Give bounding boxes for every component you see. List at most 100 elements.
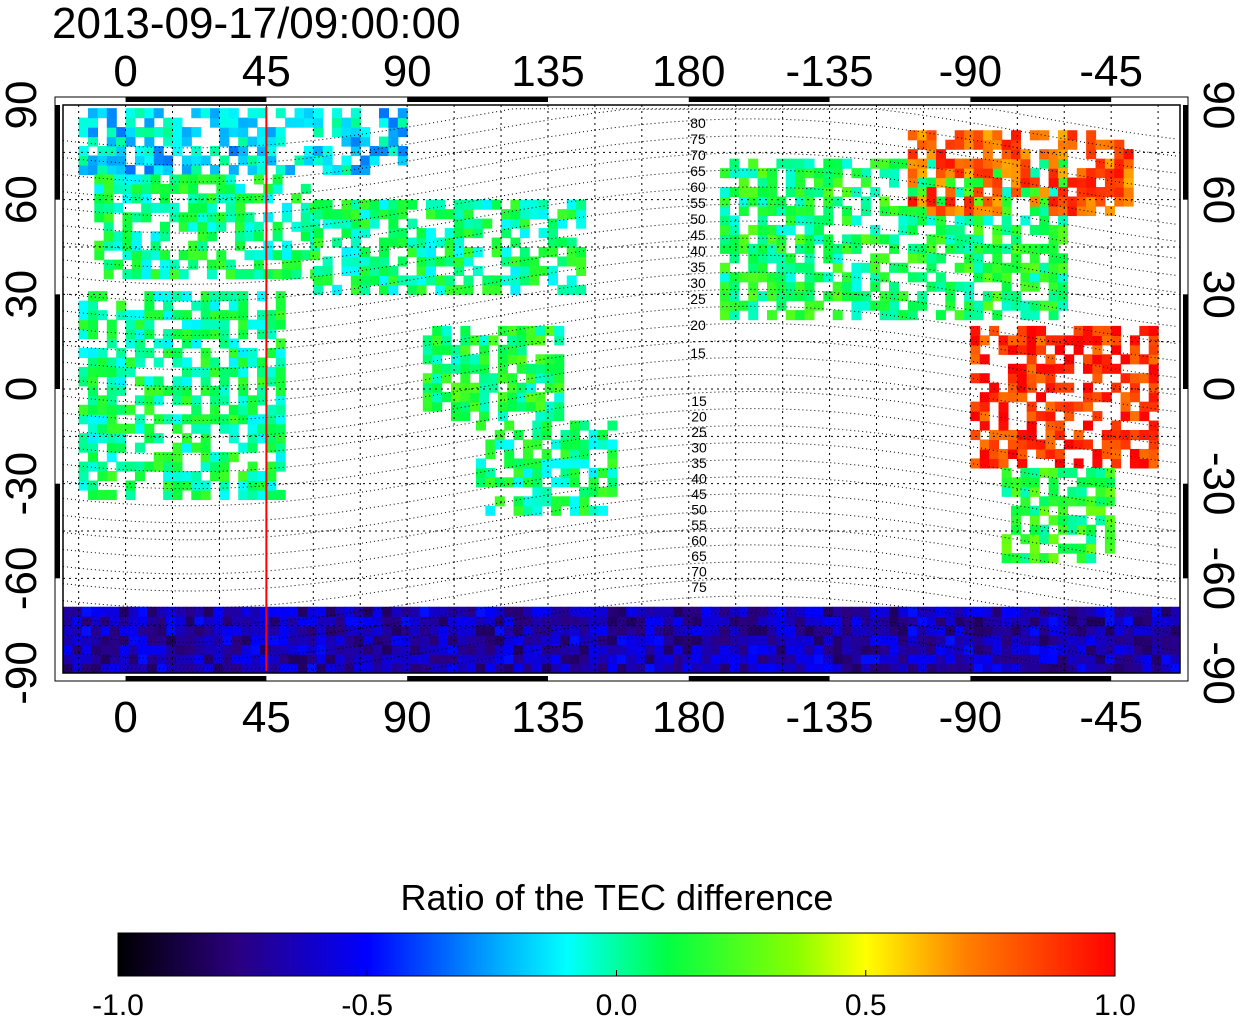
tec-cell	[579, 625, 590, 636]
tec-cell	[1086, 625, 1097, 636]
tec-cell	[917, 205, 928, 217]
tec-cell	[1114, 625, 1125, 636]
tec-cell	[228, 414, 239, 425]
tec-cell	[203, 663, 214, 673]
tec-cell	[1095, 158, 1106, 169]
tec-cell	[813, 168, 824, 179]
tec-cell	[197, 231, 208, 242]
region-canada-arctic	[907, 130, 1134, 217]
tec-cell	[1029, 553, 1040, 564]
tec-cell	[748, 253, 759, 264]
tec-cell	[213, 644, 224, 655]
tec-cell	[982, 654, 993, 665]
tec-cell	[945, 234, 956, 245]
tec-cell	[275, 423, 286, 434]
tec-cell	[842, 158, 853, 169]
tec-cell	[494, 616, 505, 627]
tec-cell	[1086, 654, 1097, 665]
tec-cell	[275, 404, 286, 415]
tec-cell	[757, 625, 768, 636]
tec-cell	[1045, 430, 1056, 441]
tec-cell	[1045, 363, 1056, 374]
tec-cell	[979, 439, 990, 450]
tec-cell	[992, 168, 1003, 179]
tec-cell	[566, 284, 577, 295]
tec-cell	[144, 404, 155, 415]
tec-cell	[203, 606, 214, 617]
tec-cell	[804, 262, 815, 273]
tec-cell	[935, 654, 946, 665]
tec-cell	[1123, 149, 1134, 160]
tec-cell	[94, 174, 105, 185]
tec-cell	[982, 243, 993, 254]
tec-cell	[795, 187, 806, 198]
tec-cell	[397, 256, 408, 267]
tec-cell	[507, 344, 518, 355]
tec-cell	[63, 625, 73, 636]
tec-cell	[219, 329, 230, 340]
tec-cell	[1095, 663, 1106, 673]
tec-cell	[538, 199, 549, 210]
tec-cell	[832, 281, 843, 292]
tec-cell	[851, 291, 862, 302]
tec-cell	[388, 284, 399, 295]
tec-cell	[889, 644, 900, 655]
tec-cell	[269, 644, 280, 655]
tec-cell	[992, 253, 1003, 264]
tec-cell	[325, 654, 336, 665]
tec-cell	[729, 158, 740, 169]
tec-cell	[1129, 448, 1140, 460]
tec-cell	[419, 635, 430, 646]
tec-cell	[870, 625, 881, 636]
tec-cell	[710, 654, 721, 665]
tec-cell	[307, 663, 318, 673]
tec-cell	[776, 272, 787, 283]
tec-cell	[654, 635, 665, 646]
tec-cell	[973, 310, 984, 321]
tec-cell	[738, 663, 749, 673]
tec-cell	[491, 275, 502, 286]
tec-cell	[607, 458, 618, 469]
tec-cell	[497, 401, 508, 412]
tec-cell	[588, 635, 599, 646]
tec-cell	[1020, 644, 1031, 655]
tec-cell	[513, 625, 524, 636]
tec-cell	[379, 199, 390, 210]
tec-cell	[88, 489, 99, 501]
tec-cell	[81, 616, 92, 627]
tec-cell	[78, 127, 89, 138]
tec-cell	[1104, 635, 1115, 646]
tec-cell	[350, 275, 361, 286]
tec-cell	[266, 442, 277, 453]
tec-cell	[870, 644, 881, 655]
tec-cell	[247, 471, 258, 482]
tec-cell	[200, 319, 211, 330]
tec-cell	[588, 467, 599, 478]
tec-cell	[116, 442, 127, 453]
tec-cell	[616, 635, 627, 646]
tec-cell	[588, 625, 599, 636]
tec-cell	[992, 606, 1003, 617]
tec-cell	[513, 477, 524, 488]
tec-cell	[225, 259, 236, 270]
tec-cell	[541, 616, 552, 627]
tec-cell	[1129, 354, 1140, 365]
tec-cell	[494, 663, 505, 673]
tec-cell	[163, 385, 174, 396]
tec-cell	[1104, 606, 1115, 617]
tec-cell	[879, 205, 890, 217]
tec-cell	[1057, 196, 1068, 207]
tec-cell	[1123, 654, 1134, 665]
tec-cell	[472, 199, 483, 210]
tec-cell	[210, 395, 221, 406]
tec-cell	[757, 253, 768, 264]
tec-cell	[282, 259, 293, 270]
tec-cell	[228, 117, 239, 128]
tec-cell	[78, 442, 89, 453]
tec-cell	[350, 237, 361, 248]
tec-cell	[1086, 477, 1097, 488]
tec-cell	[1020, 635, 1031, 646]
tec-cell	[851, 310, 862, 321]
tec-cell	[522, 625, 533, 636]
tec-cell	[476, 635, 486, 646]
